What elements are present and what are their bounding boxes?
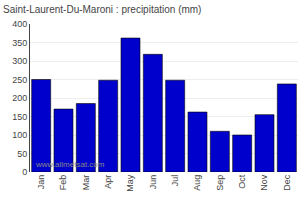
svg-text:Oct: Oct [237, 174, 247, 189]
svg-text:www.allmetsat.com: www.allmetsat.com [35, 160, 105, 169]
svg-text:350: 350 [12, 38, 27, 48]
svg-text:Nov: Nov [259, 174, 269, 191]
svg-text:Jun: Jun [148, 175, 158, 190]
svg-text:0: 0 [22, 167, 27, 177]
svg-text:Feb: Feb [58, 175, 68, 191]
svg-text:100: 100 [12, 130, 27, 140]
svg-text:300: 300 [12, 56, 27, 66]
svg-text:250: 250 [12, 75, 27, 85]
svg-text:200: 200 [12, 93, 27, 103]
svg-text:Sep: Sep [215, 175, 225, 191]
svg-text:May: May [125, 174, 135, 192]
svg-text:Dec: Dec [282, 174, 292, 191]
svg-text:Apr: Apr [103, 175, 113, 189]
svg-text:Mar: Mar [81, 175, 91, 191]
svg-text:Aug: Aug [192, 175, 202, 191]
svg-text:50: 50 [17, 149, 27, 159]
svg-text:Saint-Laurent-Du-Maroni : prec: Saint-Laurent-Du-Maroni : precipitation … [3, 4, 201, 15]
svg-text:400: 400 [12, 19, 27, 29]
svg-text:Jul: Jul [170, 175, 180, 187]
svg-text:150: 150 [12, 112, 27, 122]
svg-text:Jan: Jan [36, 175, 46, 190]
